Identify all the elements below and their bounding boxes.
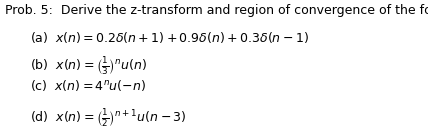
Text: Prob. 5:  Derive the z-transform and region of convergence of the following sign: Prob. 5: Derive the z-transform and regi…	[5, 4, 428, 17]
Text: (d)  $x(n) = \left(\frac{1}{2}\right)^{n+1} u(n-3)$: (d) $x(n) = \left(\frac{1}{2}\right)^{n+…	[30, 107, 187, 129]
Text: (a)  $x(n) = 0.2\delta(n+1) + 0.9\delta(n) + 0.3\delta(n-1)$: (a) $x(n) = 0.2\delta(n+1) + 0.9\delta(n…	[30, 30, 309, 45]
Text: (c)  $x(n) = 4^n u(-n)$: (c) $x(n) = 4^n u(-n)$	[30, 78, 146, 93]
Text: (b)  $x(n) = \left(\frac{1}{3}\right)^n u(n)$: (b) $x(n) = \left(\frac{1}{3}\right)^n u…	[30, 55, 147, 77]
